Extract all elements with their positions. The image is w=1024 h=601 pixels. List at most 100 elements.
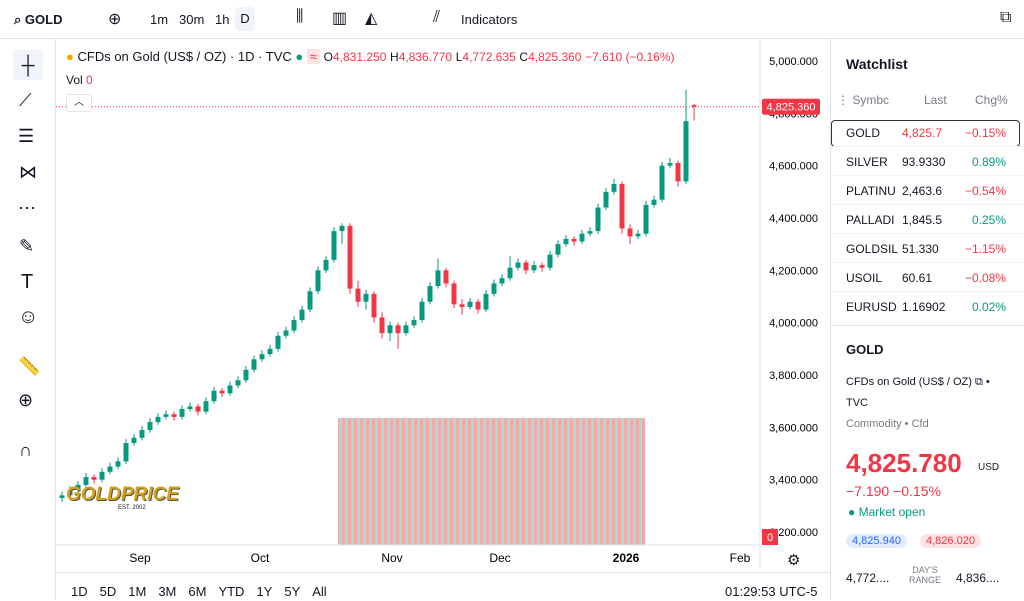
- candle-body: [355, 288, 361, 302]
- bar-style[interactable]: ⫼: [296, 8, 304, 25]
- pattern-tool[interactable]: ⋈: [19, 162, 37, 182]
- symbol[interactable]: GOLD: [24, 12, 63, 27]
- area-button[interactable]: ◭: [365, 10, 378, 27]
- candle: [187, 402, 193, 412]
- legend: ● CFDs on Gold (US$ / OZ) · 1D · TVC ● ≈…: [66, 49, 675, 64]
- watch-last[interactable]: 51.330: [902, 242, 939, 256]
- candle: [267, 344, 273, 357]
- x-tick-label: Nov: [381, 551, 402, 565]
- candle: [275, 331, 281, 352]
- interval[interactable]: 1h: [215, 12, 230, 27]
- candles-button[interactable]: ▥: [332, 10, 348, 27]
- candle: [203, 397, 209, 415]
- candle-body: [419, 301, 425, 321]
- candle: [499, 274, 505, 287]
- watch-symbol[interactable]: EURUSD: [846, 300, 897, 314]
- text-tool[interactable]: T: [21, 271, 34, 293]
- indicators-icon[interactable]: ⫽: [433, 9, 441, 26]
- watch-symbol[interactable]: PLATINU: [846, 184, 896, 198]
- watch-last[interactable]: 93.9330: [902, 155, 946, 169]
- watch-change[interactable]: −1.15%: [964, 242, 1006, 256]
- watch-last[interactable]: 1.16902: [902, 300, 946, 314]
- timeframe[interactable]: 3M: [158, 584, 177, 599]
- candle: [459, 299, 465, 315]
- row-divider: [831, 175, 1024, 176]
- watch-last[interactable]: 2,463.6: [902, 184, 943, 198]
- watch-change[interactable]: −0.54%: [964, 184, 1006, 198]
- watch-last[interactable]: 1,845.5: [902, 213, 943, 227]
- candle-body: [379, 317, 385, 334]
- candle: [99, 467, 105, 483]
- candle: [571, 236, 577, 246]
- fullscreen-button[interactable]: ⧉: [1000, 9, 1012, 26]
- candle: [171, 411, 177, 421]
- candle-body: [83, 477, 89, 485]
- delay-badge: ≈: [306, 49, 321, 64]
- candle-body: [235, 380, 241, 386]
- candle-body: [579, 233, 585, 242]
- watch-symbol[interactable]: GOLD: [846, 126, 881, 140]
- watch-symbol[interactable]: USOIL: [846, 271, 883, 285]
- brush-tool[interactable]: ✎: [19, 236, 35, 256]
- candle: [347, 223, 353, 294]
- candle-body: [371, 293, 377, 318]
- timeframe[interactable]: YTD: [218, 584, 245, 599]
- settings-button[interactable]: ⚙: [787, 552, 801, 569]
- watch-change[interactable]: 0.02%: [971, 300, 1006, 314]
- interval-active[interactable]: D: [235, 7, 255, 31]
- candle-body: [555, 244, 561, 255]
- detail-price: 4,825.780: [846, 448, 962, 478]
- timeframe[interactable]: 6M: [188, 584, 207, 599]
- candle: [355, 280, 361, 307]
- forecast-tool[interactable]: ⋯: [18, 198, 36, 218]
- candle-body: [611, 183, 617, 192]
- watch-symbol[interactable]: SILVER: [846, 155, 888, 169]
- watch-change[interactable]: 0.25%: [971, 213, 1006, 227]
- timeframe[interactable]: 1Y: [256, 584, 273, 599]
- timeframe[interactable]: All: [312, 584, 327, 599]
- volume-legend: Vol 0: [66, 73, 93, 87]
- candle-body: [427, 286, 433, 302]
- zoom-tool[interactable]: ⊕: [18, 390, 34, 410]
- indicators-button[interactable]: Indicators: [461, 12, 518, 27]
- candle-body: [475, 301, 481, 310]
- ruler-tool[interactable]: 📏: [18, 356, 41, 376]
- line-tool[interactable]: ⟋: [19, 90, 32, 110]
- candle: [419, 297, 425, 323]
- fib-tool[interactable]: ☰: [18, 126, 35, 146]
- candle: [75, 480, 81, 493]
- watch-symbol[interactable]: GOLDSIL: [846, 242, 898, 256]
- timeframe[interactable]: 1D: [71, 584, 88, 599]
- candle-body: [107, 466, 113, 472]
- interval[interactable]: 30m: [179, 12, 205, 27]
- watch-symbol[interactable]: PALLADI: [846, 213, 895, 227]
- watch-last[interactable]: 4,825.7: [902, 126, 943, 140]
- timeframe[interactable]: 5D: [99, 584, 117, 599]
- timeframe[interactable]: 5Y: [284, 584, 301, 599]
- candle: [387, 321, 393, 341]
- column-header: ⋮ Symbc: [837, 93, 890, 107]
- watch-last[interactable]: 60.61: [902, 271, 933, 285]
- candle: [395, 322, 401, 349]
- watch-change[interactable]: 0.89%: [971, 155, 1006, 169]
- candle-body: [491, 283, 497, 294]
- emoji-tool[interactable]: ☺: [18, 306, 39, 328]
- crosshair-tool[interactable]: ┼: [13, 50, 43, 80]
- candle-body: [507, 267, 513, 279]
- detail-exchange: TVC: [846, 397, 868, 409]
- ohlc-change: −7.610 (−0.16%): [585, 50, 675, 64]
- timeframe[interactable]: 1M: [128, 584, 147, 599]
- symbol-search[interactable]: ⌕ GOLD: [14, 12, 63, 27]
- watch-change[interactable]: −0.08%: [964, 271, 1006, 285]
- symbol-icon: ●: [66, 49, 74, 64]
- day-range-label: DAY'S RANGE: [908, 565, 941, 585]
- compare-button[interactable]: ⊕: [108, 11, 122, 28]
- ohlc-label: L: [455, 50, 463, 64]
- ohlc-label: H: [390, 50, 399, 64]
- interval[interactable]: 1m: [150, 12, 169, 27]
- watch-change[interactable]: −0.15%: [964, 126, 1006, 140]
- candle-body: [531, 265, 537, 271]
- magnet-tool[interactable]: ∩: [19, 440, 32, 460]
- row-divider: [831, 262, 1024, 263]
- collapse-legend[interactable]: ︿: [66, 94, 92, 112]
